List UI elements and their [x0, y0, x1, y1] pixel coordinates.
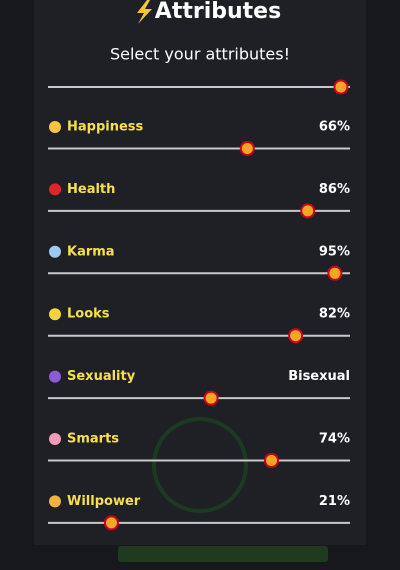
slider-knob[interactable] — [239, 141, 255, 156]
attribute-name: Health — [67, 182, 115, 197]
attribute-name: Willpower — [67, 494, 141, 509]
slider-knob[interactable] — [327, 265, 343, 281]
slider-knob[interactable] — [288, 328, 304, 344]
slider-knob[interactable] — [300, 203, 316, 219]
attribute-value: 21% — [319, 494, 350, 509]
attribute-name: Smarts — [67, 432, 119, 447]
attribute-icon — [49, 245, 61, 258]
attribute-value: 66% — [319, 120, 350, 135]
slider-knob[interactable] — [203, 390, 219, 406]
attribute-icon — [49, 370, 61, 383]
attribute-value: 74% — [319, 432, 350, 447]
slider-knob[interactable] — [103, 515, 119, 531]
attribute-icon — [49, 308, 61, 321]
slider-knob[interactable] — [263, 453, 279, 468]
attribute-icon — [49, 495, 61, 508]
attribute-value: 86% — [319, 182, 350, 197]
attribute-name: Looks — [67, 307, 110, 322]
attribute-icon — [49, 433, 61, 445]
attribute-value: 82% — [319, 307, 350, 322]
bolt-icon — [137, 0, 152, 24]
attribute-value: 95% — [319, 244, 350, 259]
bg-bar — [118, 546, 328, 562]
attribute-value: Bisexual — [288, 369, 350, 384]
attribute-name: Karma — [67, 244, 115, 259]
bg-age-button — [152, 417, 248, 513]
attribute-name: Happiness — [67, 120, 144, 135]
slider-knob[interactable] — [333, 79, 349, 95]
attribute-icon — [49, 121, 61, 133]
attribute-icon — [49, 183, 61, 196]
attribute-name: Sexuality — [67, 369, 136, 384]
title: Attributes — [155, 0, 281, 24]
subtitle: Select your attributes! — [110, 45, 290, 64]
